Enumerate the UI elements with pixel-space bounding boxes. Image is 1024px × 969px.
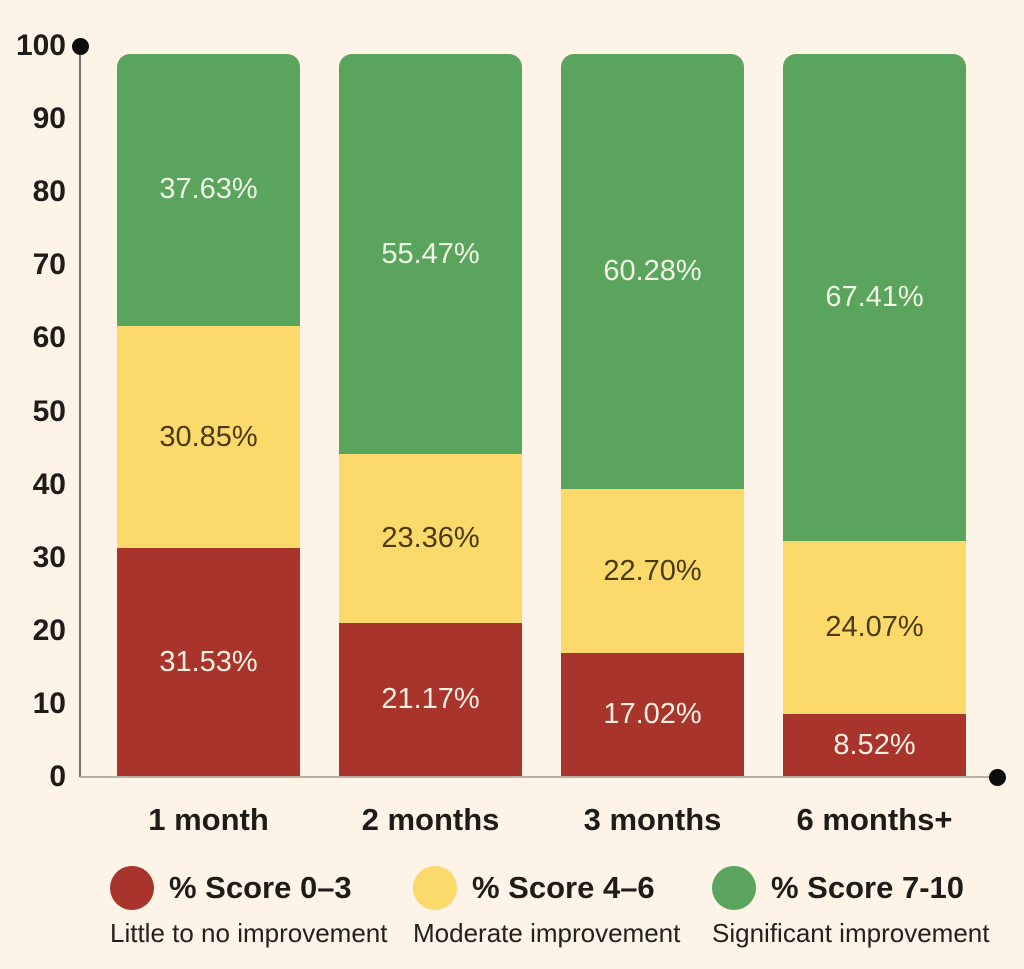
x-axis-line bbox=[80, 776, 998, 778]
y-axis-tick-label: 80 bbox=[32, 175, 66, 209]
bar-3-months: 60.28% 22.70% 17.02% bbox=[561, 54, 744, 776]
y-axis-tick-label: 90 bbox=[32, 102, 66, 136]
legend-series-description: Moderate improvement bbox=[413, 918, 681, 948]
segment-score-0-3: 8.52% bbox=[783, 714, 966, 776]
x-axis-category-label: 2 months bbox=[361, 802, 500, 837]
segment-score-0-3: 31.53% bbox=[117, 548, 300, 776]
segment-value-label: 23.36% bbox=[381, 522, 480, 555]
segment-value-label: 8.52% bbox=[833, 728, 916, 761]
legend-series-name: % Score 0–3 bbox=[169, 870, 352, 905]
segment-value-label: 30.85% bbox=[159, 420, 258, 453]
segment-value-label: 60.28% bbox=[603, 255, 702, 288]
bar-1-month: 37.63% 30.85% 31.53% bbox=[117, 54, 300, 776]
x-axis-end-dot bbox=[989, 769, 1006, 786]
segment-value-label: 67.41% bbox=[825, 280, 924, 313]
segment-score-4-6: 23.36% bbox=[339, 454, 522, 624]
segment-score-7-10: 67.41% bbox=[783, 54, 966, 541]
segment-value-label: 21.17% bbox=[381, 683, 480, 716]
segment-score-4-6: 22.70% bbox=[561, 489, 744, 654]
segment-score-7-10: 55.47% bbox=[339, 54, 522, 455]
segment-score-7-10: 60.28% bbox=[561, 54, 744, 490]
segment-value-label: 55.47% bbox=[381, 237, 480, 270]
bar-2-months: 55.47% 23.36% 21.17% bbox=[339, 54, 522, 776]
x-axis-category-label: 6 months+ bbox=[796, 802, 953, 837]
legend-series-name: % Score 7-10 bbox=[771, 870, 964, 905]
segment-score-4-6: 30.85% bbox=[117, 325, 300, 549]
legend-item-score-0-3: % Score 0–3 Little to no improvement bbox=[110, 864, 387, 949]
legend-swatch-circle bbox=[413, 866, 457, 910]
legend-head: % Score 4–6 bbox=[413, 864, 680, 912]
y-axis-tick-label: 0 bbox=[49, 760, 66, 793]
y-axis-end-dot bbox=[72, 38, 89, 55]
legend-series-name: % Score 4–6 bbox=[472, 870, 655, 905]
x-axis-category-label: 1 month bbox=[148, 802, 269, 837]
segment-value-label: 31.53% bbox=[159, 645, 258, 678]
legend-item-score-4-6: % Score 4–6 Moderate improvement bbox=[413, 864, 680, 949]
y-axis-tick-label: 100 bbox=[15, 29, 66, 62]
segment-value-label: 24.07% bbox=[825, 611, 924, 644]
bar-6-months-: 67.41% 24.07% 8.52% bbox=[783, 54, 966, 776]
segment-score-7-10: 37.63% bbox=[117, 54, 300, 326]
segment-score-4-6: 24.07% bbox=[783, 540, 966, 715]
segment-score-0-3: 17.02% bbox=[561, 653, 744, 776]
segment-value-label: 37.63% bbox=[159, 173, 258, 206]
legend-series-description: Significant improvement bbox=[712, 918, 990, 948]
y-axis-tick-label: 50 bbox=[32, 394, 66, 428]
legend-swatch-circle bbox=[712, 866, 756, 910]
legend-head: % Score 7-10 bbox=[712, 864, 989, 912]
y-axis-tick-label: 40 bbox=[32, 467, 66, 501]
segment-value-label: 22.70% bbox=[603, 554, 702, 587]
segment-value-label: 17.02% bbox=[603, 698, 702, 731]
legend-item-score-7-10: % Score 7-10 Significant improvement bbox=[712, 864, 989, 949]
y-axis-tick-label: 10 bbox=[32, 686, 66, 720]
y-axis-tick-label: 30 bbox=[32, 540, 66, 574]
legend-series-description: Little to no improvement bbox=[110, 918, 388, 948]
x-axis-category-label: 3 months bbox=[583, 802, 722, 837]
y-axis-tick-label: 20 bbox=[32, 613, 66, 647]
y-axis-tick-label: 70 bbox=[32, 248, 66, 282]
legend-swatch-circle bbox=[110, 866, 154, 910]
y-axis-line bbox=[79, 46, 81, 777]
y-axis-tick-label: 60 bbox=[32, 321, 66, 355]
legend-head: % Score 0–3 bbox=[110, 864, 387, 912]
segment-score-0-3: 21.17% bbox=[339, 623, 522, 776]
